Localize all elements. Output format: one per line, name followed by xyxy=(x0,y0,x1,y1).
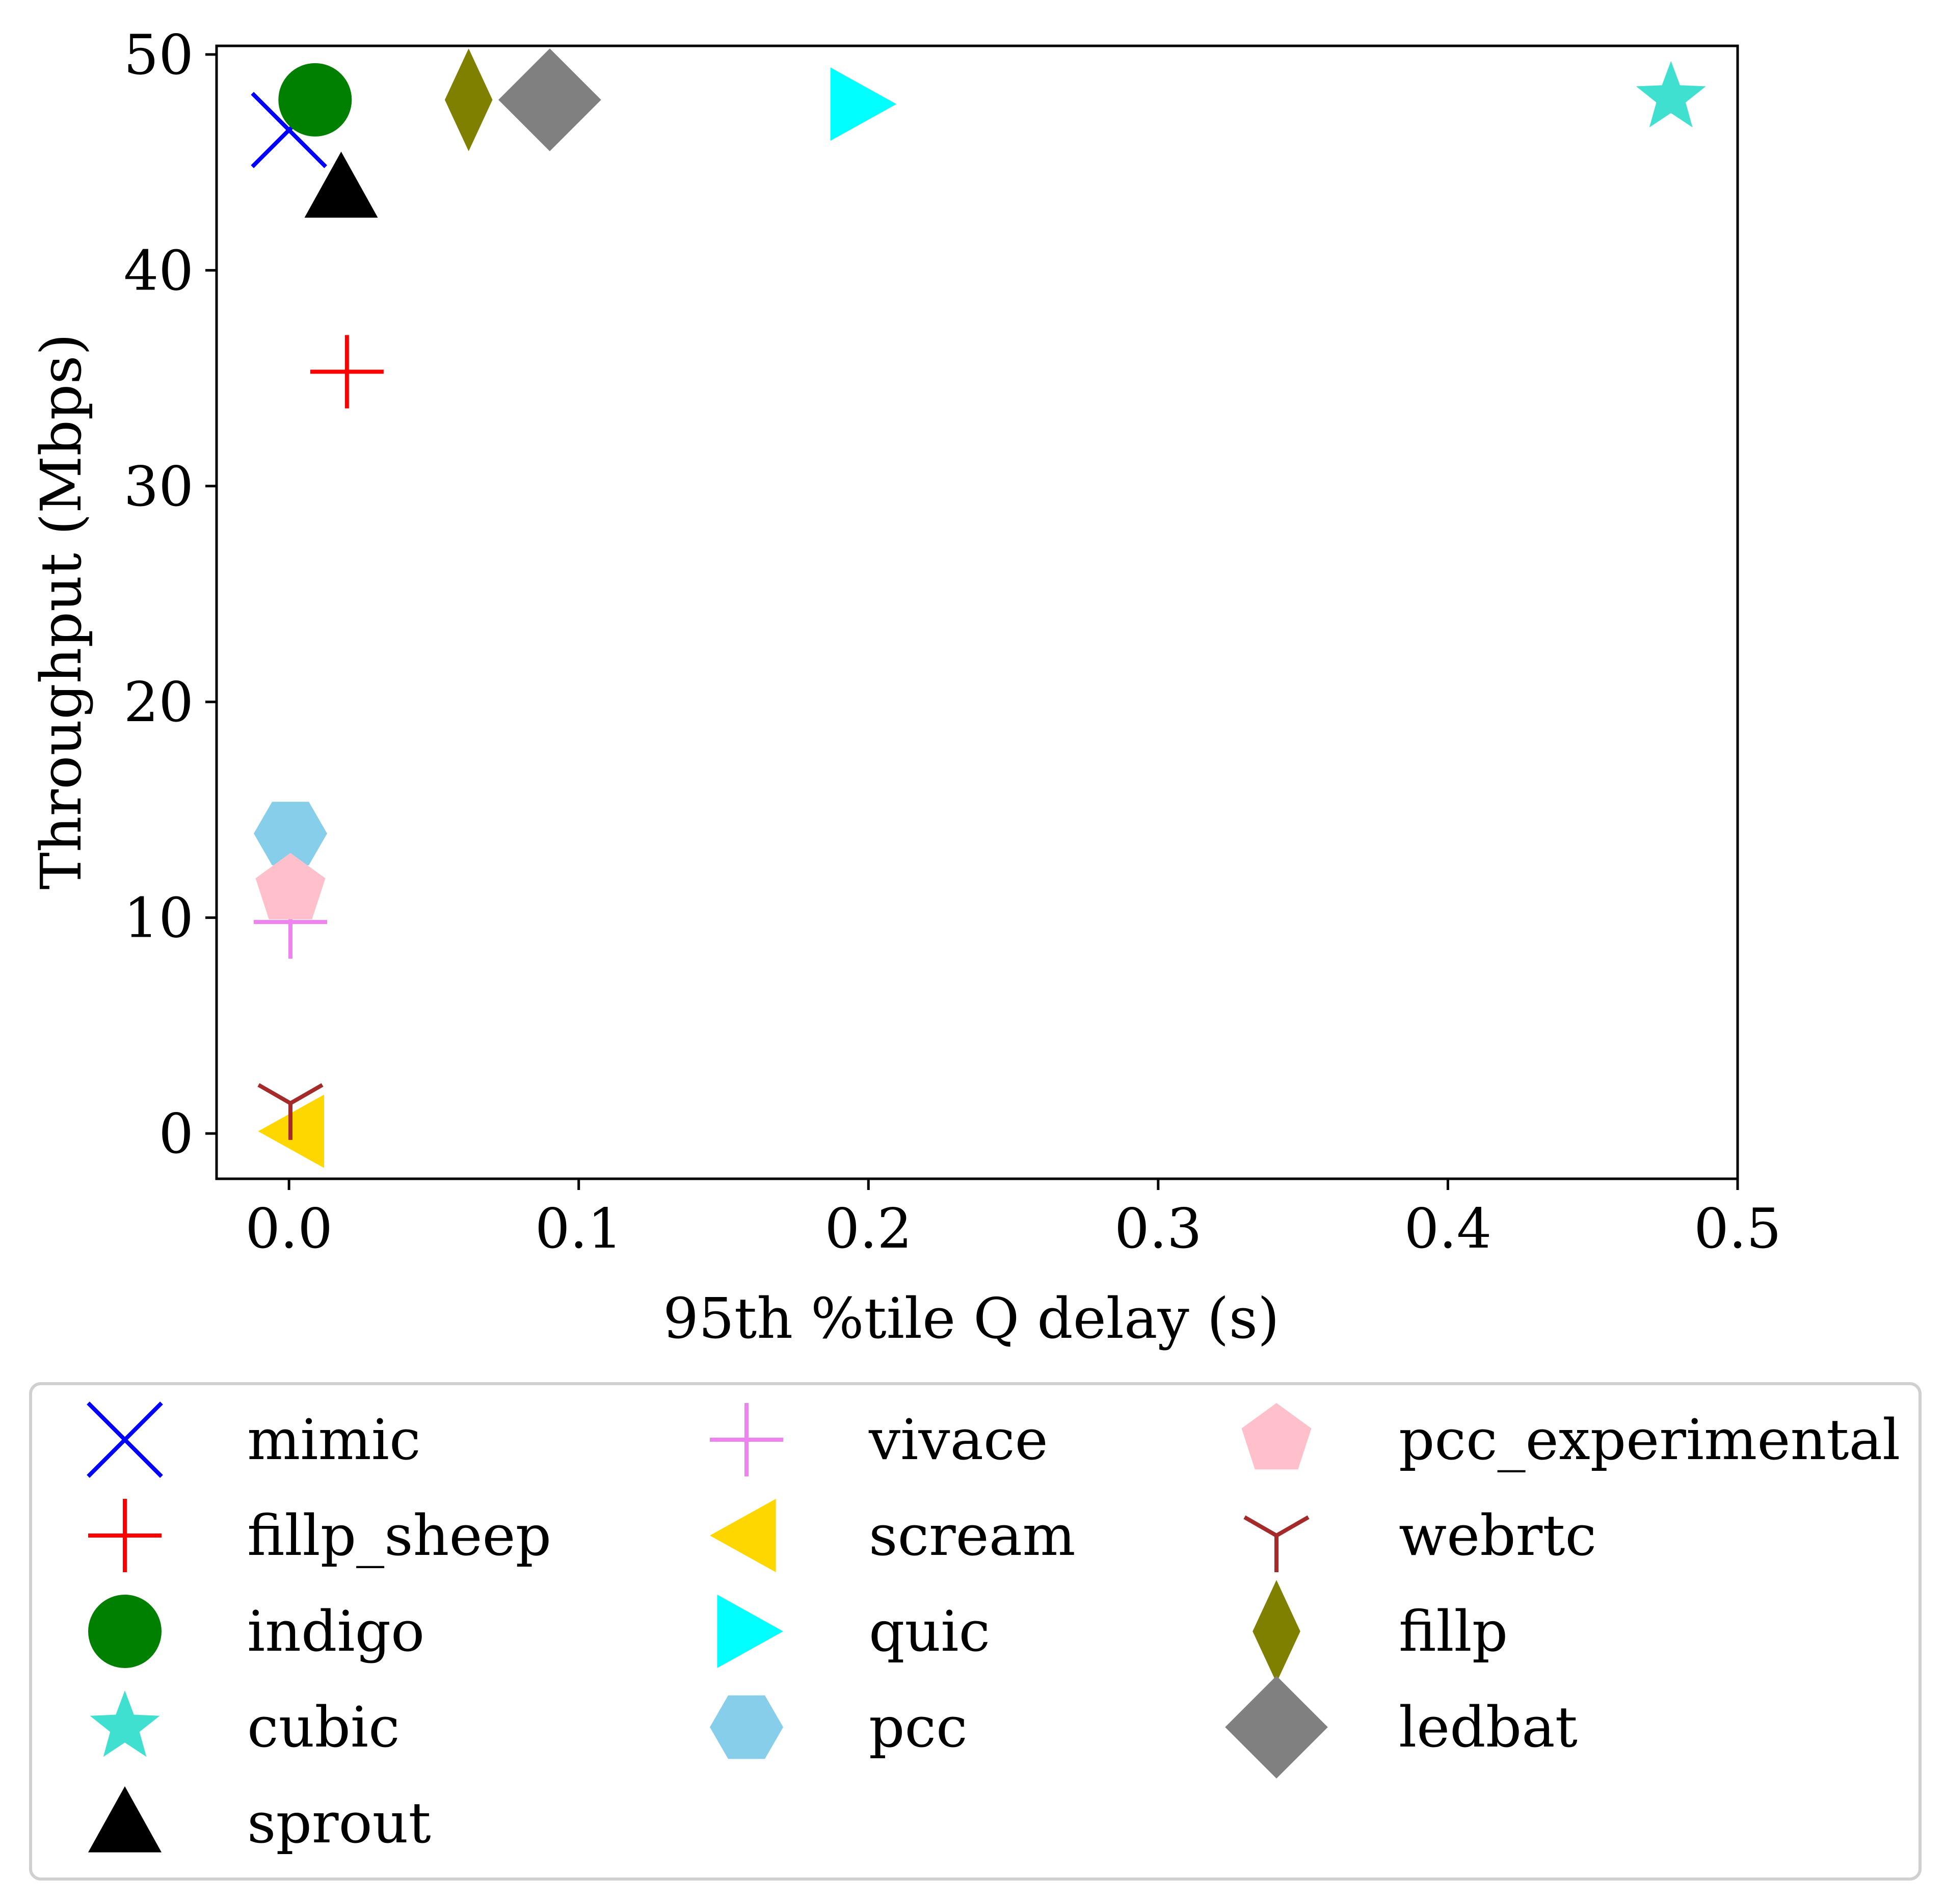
legend-label: indigo xyxy=(247,1599,424,1664)
data-point-quic xyxy=(830,67,897,141)
y-axis-ticks: 0 10 20 30 40 50 xyxy=(124,23,217,1166)
legend-label: ledbat xyxy=(1399,1695,1578,1760)
legend-marker xyxy=(717,1595,783,1668)
legend-marker xyxy=(88,1499,162,1572)
plot-frame xyxy=(215,44,1739,1180)
data-point-pcc-experimental xyxy=(255,853,326,919)
legend-marker xyxy=(710,1499,776,1572)
x-tick-label: 0.5 xyxy=(1694,1197,1781,1261)
legend-marker xyxy=(90,1690,160,1757)
plot-marks xyxy=(251,48,1706,1168)
legend-item-webrtc: webrtc xyxy=(1243,1503,1596,1572)
legend-box xyxy=(29,1382,1922,1881)
legend-item-fillp: fillp xyxy=(1253,1580,1508,1683)
data-point-cubic xyxy=(1636,61,1706,127)
legend-item-quic: quic xyxy=(717,1595,990,1668)
legend-marker xyxy=(87,1401,163,1478)
x-tick-label: 0.0 xyxy=(245,1197,333,1261)
data-point-fillp-sheep xyxy=(310,335,384,409)
legend-item-indigo: indigo xyxy=(88,1595,424,1668)
legend-item-pcc: pcc xyxy=(710,1695,968,1760)
legend-label: pcc_experimental xyxy=(1399,1407,1900,1472)
legend-item-mimic: mimic xyxy=(87,1401,421,1478)
x-axis-ticks: 0.0 0.1 0.2 0.3 0.4 0.5 xyxy=(245,1179,1781,1261)
legend-item-fillp-sheep: fillp_sheep xyxy=(88,1499,551,1572)
legend-label: fillp_sheep xyxy=(247,1503,551,1568)
legend-label: webrtc xyxy=(1399,1503,1596,1568)
data-point-webrtc xyxy=(257,1083,324,1140)
data-point-fillp xyxy=(444,48,493,151)
legend-item-ledbat: ledbat xyxy=(1225,1676,1578,1779)
data-point-ledbat xyxy=(498,48,601,151)
legend-item-pcc-experimental: pcc_experimental xyxy=(1241,1403,1900,1472)
legend-label: vivace xyxy=(868,1407,1048,1472)
legend-marker xyxy=(88,1786,162,1853)
legend-label: quic xyxy=(869,1599,990,1664)
y-tick-label: 0 xyxy=(158,1102,194,1166)
y-tick-label: 40 xyxy=(124,239,194,303)
legend-marker xyxy=(1241,1403,1312,1470)
legend-label: pcc xyxy=(869,1695,968,1760)
legend-marker xyxy=(710,1695,783,1759)
legend-label: sprout xyxy=(247,1790,431,1856)
y-tick-label: 10 xyxy=(124,887,194,950)
legend-item-cubic: cubic xyxy=(90,1690,400,1760)
x-axis-label: 95th %tile Q delay (s) xyxy=(663,1286,1280,1351)
legend-marker xyxy=(1225,1676,1328,1779)
y-axis-label: Throughput (Mbps) xyxy=(29,333,94,889)
x-tick-label: 0.3 xyxy=(1114,1197,1202,1261)
legend-marker xyxy=(710,1403,783,1476)
x-tick-label: 0.2 xyxy=(824,1197,912,1261)
legend-item-scream: scream xyxy=(710,1499,1076,1572)
legend-marker xyxy=(1243,1515,1310,1572)
legend-item-vivace: vivace xyxy=(710,1403,1048,1476)
data-point-sprout xyxy=(304,151,378,218)
y-tick-label: 50 xyxy=(124,23,194,87)
x-tick-label: 0.4 xyxy=(1404,1197,1492,1261)
legend-label: cubic xyxy=(247,1695,400,1760)
data-point-indigo xyxy=(278,63,352,137)
legend-label: mimic xyxy=(247,1407,421,1472)
legend-marker xyxy=(88,1595,162,1668)
legend-label: scream xyxy=(869,1503,1076,1568)
legend-item-sprout: sprout xyxy=(88,1786,431,1856)
y-tick-label: 30 xyxy=(124,455,194,519)
x-tick-label: 0.1 xyxy=(535,1197,623,1261)
legend-label: fillp xyxy=(1399,1599,1508,1664)
legend-marker xyxy=(1253,1580,1300,1683)
data-point-pcc xyxy=(254,802,327,865)
y-tick-label: 20 xyxy=(124,671,194,734)
